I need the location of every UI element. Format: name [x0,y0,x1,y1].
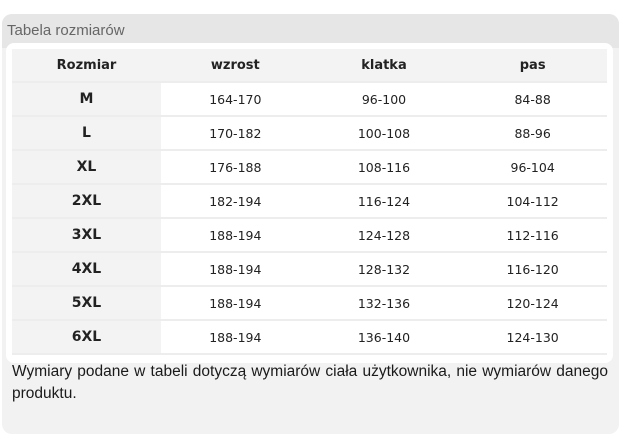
column-header: Rozmiar [12,49,161,83]
measurement-cell: 132-136 [309,286,459,321]
size-chart-panel: Tabela rozmiarów Rozmiar wzrost klatka pas … [2,14,619,434]
table-row: 2XL 182-194 116-124 104-112 [12,184,607,219]
measurement-cell: 188-194 [161,286,310,321]
measurement-cell: 124-130 [458,320,607,355]
measurement-cell: 188-194 [161,252,310,287]
panel-title: Tabela rozmiarów [7,22,125,39]
size-table: Rozmiar wzrost klatka pas M 164-170 96-100 84-… [12,49,607,355]
table-header-row: Rozmiar wzrost klatka pas [12,49,607,83]
measurement-cell: 188-194 [161,320,310,355]
panel-header: Tabela rozmiarów [2,14,619,48]
size-cell: M [12,82,161,117]
column-header: wzrost [161,49,310,83]
measurement-cell: 164-170 [161,82,310,117]
table-row: 6XL 188-194 136-140 124-130 [12,320,607,355]
size-cell: 6XL [12,320,161,355]
measurement-cell: 120-124 [458,286,607,321]
table-card: Rozmiar wzrost klatka pas M 164-170 96-100 84-… [6,43,613,363]
size-cell: 5XL [12,286,161,321]
table-row: XL 176-188 108-116 96-104 [12,150,607,185]
table-row: 5XL 188-194 132-136 120-124 [12,286,607,321]
measurement-cell: 112-116 [458,218,607,253]
measurement-cell: 96-100 [309,82,459,117]
measurement-cell: 116-124 [309,184,459,219]
measurement-cell: 108-116 [309,150,459,185]
size-cell: 3XL [12,218,161,253]
measurement-cell: 128-132 [309,252,459,287]
measurement-cell: 182-194 [161,184,310,219]
measurement-cell: 176-188 [161,150,310,185]
measurement-cell: 116-120 [458,252,607,287]
table-row: L 170-182 100-108 88-96 [12,116,607,151]
measurement-cell: 100-108 [309,116,459,151]
column-header: pas [458,49,607,83]
measurement-cell: 170-182 [161,116,310,151]
size-cell: L [12,116,161,151]
measurement-cell: 136-140 [309,320,459,355]
measurement-cell: 88-96 [458,116,607,151]
measurement-cell: 104-112 [458,184,607,219]
size-note: Wymiary podane w tabeli dotyczą wymiarów… [12,363,608,402]
measurement-cell: 96-104 [458,150,607,185]
measurement-cell: 124-128 [309,218,459,253]
table-row: 3XL 188-194 124-128 112-116 [12,218,607,253]
size-cell: XL [12,150,161,185]
measurement-cell: 188-194 [161,218,310,253]
measurement-cell: 84-88 [458,82,607,117]
size-cell: 2XL [12,184,161,219]
column-header: klatka [309,49,459,83]
size-cell: 4XL [12,252,161,287]
table-row: 4XL 188-194 128-132 116-120 [12,252,607,287]
table-row: M 164-170 96-100 84-88 [12,82,607,117]
